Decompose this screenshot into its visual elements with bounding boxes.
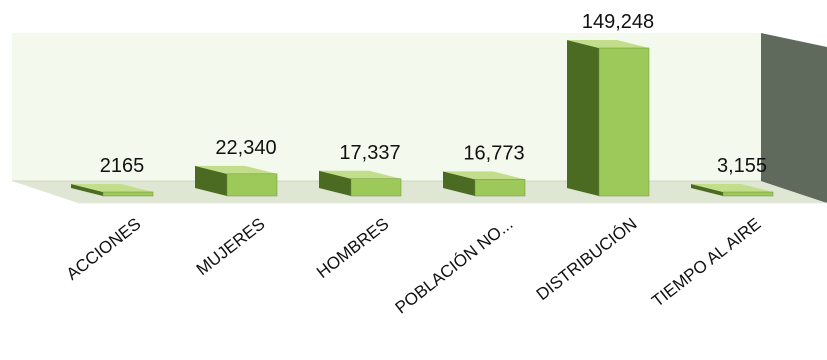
data-label-0: 2165 (100, 155, 145, 177)
category-label-5: TIEMPO AL AIRE (648, 214, 764, 311)
bar-1 (226, 173, 278, 197)
bar-3 (474, 179, 526, 197)
chart-side-wall (761, 33, 827, 203)
category-label-1: MUJERES (193, 214, 269, 279)
bar-top-5 (691, 184, 773, 192)
bar-top-0 (71, 184, 153, 192)
bar-top-4 (567, 40, 649, 48)
data-label-4: 149,248 (582, 11, 654, 33)
bar-top-1 (195, 165, 277, 174)
category-label-0: ACCIONES (63, 214, 145, 284)
bar-side-1 (195, 165, 227, 196)
data-label-5: 3,155 (717, 155, 767, 177)
data-label-1: 22,340 (215, 137, 276, 159)
bar-top-3 (443, 171, 525, 180)
bar-0 (102, 191, 154, 197)
bar-4 (598, 47, 650, 197)
bar-side-4 (567, 40, 599, 196)
bars-group (71, 40, 774, 197)
bar-side-2 (319, 170, 351, 196)
category-label-4: DISTRIBUCIÓN (533, 214, 641, 304)
bar-side-3 (443, 171, 475, 196)
category-label-2: HOMBRES (313, 214, 392, 282)
bar-top-2 (319, 170, 401, 179)
data-label-2: 17,337 (339, 142, 400, 164)
category-label-3: POBLACIÓN NO... (392, 214, 517, 317)
bar-2 (350, 178, 402, 197)
data-label-3: 16,773 (463, 142, 524, 164)
bar-side-0 (71, 184, 103, 196)
bar-side-5 (691, 184, 723, 196)
bar-5 (722, 191, 774, 197)
